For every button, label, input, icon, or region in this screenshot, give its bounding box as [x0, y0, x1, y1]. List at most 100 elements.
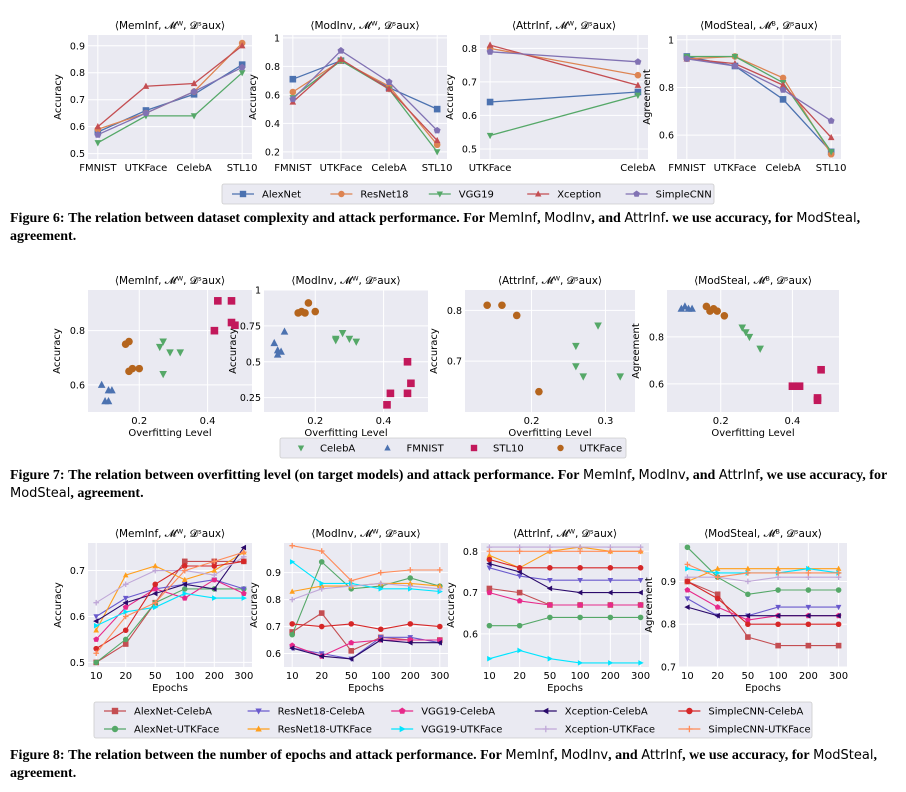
- figure6-caption-end: , agreement.: [10, 211, 861, 244]
- data-point: [486, 556, 493, 563]
- chart-panel-9: ⟨ModInv, 𝓜ᵂ, 𝓓ˢaux⟩ 0.6 0.7 0.8 0.9 10 20 50 100…: [249, 528, 449, 694]
- data-point: [731, 62, 739, 69]
- series-simplecnn: [94, 63, 246, 138]
- figure8-caption-end: , agreement.: [10, 748, 877, 781]
- legend-label: Xception: [557, 190, 601, 201]
- legend-label: ResNet18-CelebA: [278, 707, 365, 718]
- data-point: [123, 609, 129, 615]
- x-tick-label: 20: [711, 671, 724, 682]
- x-axis-label: Overfitting Level: [711, 428, 794, 439]
- chart-title: ⟨AttrInf, 𝓜ᵂ, 𝓓ˢaux⟩: [498, 275, 602, 287]
- data-point: [579, 373, 588, 381]
- legend-item-simplecnn-celeba: SimpleCNN-CelebA: [678, 707, 804, 718]
- data-point: [483, 301, 491, 310]
- data-point: [486, 622, 493, 629]
- series-line: [687, 580, 839, 647]
- data-point: [813, 394, 822, 402]
- y-tick-label: 0.7: [661, 663, 676, 674]
- data-point: [407, 379, 415, 388]
- x-tick-label: 0.3: [597, 416, 613, 427]
- series-line: [686, 58, 832, 122]
- y-axis-label: Accuracy: [53, 582, 64, 628]
- legend-item-alexnet: AlexNet: [232, 190, 301, 201]
- data-point: [93, 650, 99, 657]
- data-point: [407, 567, 414, 573]
- data-point: [638, 660, 644, 666]
- plot-area: [284, 543, 448, 667]
- legend-item-simplecnn-utkface: SimpleCNN-UTKFace: [678, 725, 811, 736]
- plot-area: [465, 290, 635, 412]
- y-tick-label: 0.8: [266, 595, 281, 606]
- data-point: [122, 599, 128, 606]
- x-tick-label: 200: [401, 671, 420, 682]
- data-point: [377, 637, 383, 643]
- x-tick-label: 200: [799, 671, 818, 682]
- series-alexnet-utkface: [486, 614, 644, 629]
- figure8-attack-attrinf: AttrInf: [641, 748, 683, 763]
- data-point: [715, 570, 721, 576]
- series-simplecnn: [486, 48, 642, 65]
- series-stl10: [383, 357, 415, 409]
- x-tick-label: UTKFace: [320, 163, 363, 174]
- data-point: [386, 389, 395, 398]
- data-point: [352, 338, 361, 346]
- data-point: [516, 565, 523, 571]
- data-point: [775, 570, 781, 576]
- data-point: [835, 604, 842, 611]
- data-point: [241, 549, 247, 555]
- data-point: [835, 587, 842, 593]
- series-line: [95, 560, 244, 650]
- data-point: [348, 577, 355, 584]
- data-point: [93, 627, 99, 633]
- series-simplecnn-celeba: [93, 558, 247, 652]
- data-point: [835, 570, 842, 576]
- data-point: [577, 589, 583, 596]
- data-point: [775, 604, 781, 611]
- series-line: [489, 44, 639, 86]
- chart-panel-3: ⟨ModSteal, 𝓜ᴮ, 𝓓ˢaux⟩ 0.6 0.8 1 FMNIST UTKFac…: [642, 20, 847, 174]
- data-point: [714, 574, 721, 581]
- data-point: [486, 565, 493, 571]
- data-point: [318, 548, 325, 554]
- data-point: [385, 85, 393, 92]
- y-tick-label: 0.4: [265, 119, 280, 130]
- data-point: [93, 622, 100, 629]
- data-point: [211, 576, 218, 583]
- data-point: [348, 621, 355, 627]
- data-point: [337, 47, 345, 54]
- data-point: [714, 591, 721, 598]
- data-point: [607, 548, 614, 555]
- data-point: [181, 567, 188, 574]
- data-point: [607, 577, 614, 584]
- data-point: [94, 123, 102, 130]
- data-point: [745, 621, 751, 628]
- y-axis-label: Accuracy: [446, 582, 457, 628]
- data-point: [190, 88, 198, 95]
- figure6-caption-sep3: . we use accuracy, for: [665, 211, 793, 226]
- series-line: [687, 568, 839, 583]
- data-point: [338, 330, 347, 338]
- legend-label: SimpleCNN-UTKFace: [708, 725, 810, 736]
- data-point: [637, 589, 643, 596]
- y-tick-label: 0.5: [70, 149, 85, 160]
- x-tick-label: 0.4: [376, 416, 392, 427]
- legend-item-stl10: STL10: [470, 444, 524, 455]
- data-point: [547, 655, 553, 662]
- series-xception-utkface: [289, 580, 443, 603]
- data-point: [289, 588, 295, 594]
- figure6-attack-meminf: MemInf: [488, 211, 538, 226]
- series-line: [97, 72, 243, 144]
- legend-marker: [470, 444, 478, 452]
- data-point: [212, 595, 218, 601]
- y-tick-label: 0.7: [463, 588, 478, 599]
- y-tick-label: 0.2: [265, 147, 280, 158]
- series-xception-celeba: [486, 560, 643, 596]
- data-point: [437, 567, 443, 573]
- data-point: [122, 581, 129, 588]
- x-tick-label: 100: [175, 671, 194, 682]
- data-point: [311, 307, 320, 316]
- figure7-legend: CelebA FMNIST STL10 UTKFace: [279, 437, 627, 459]
- legend-label: Xception-UTKFace: [565, 725, 655, 736]
- series-line: [95, 588, 244, 663]
- legend-marker: [255, 708, 262, 715]
